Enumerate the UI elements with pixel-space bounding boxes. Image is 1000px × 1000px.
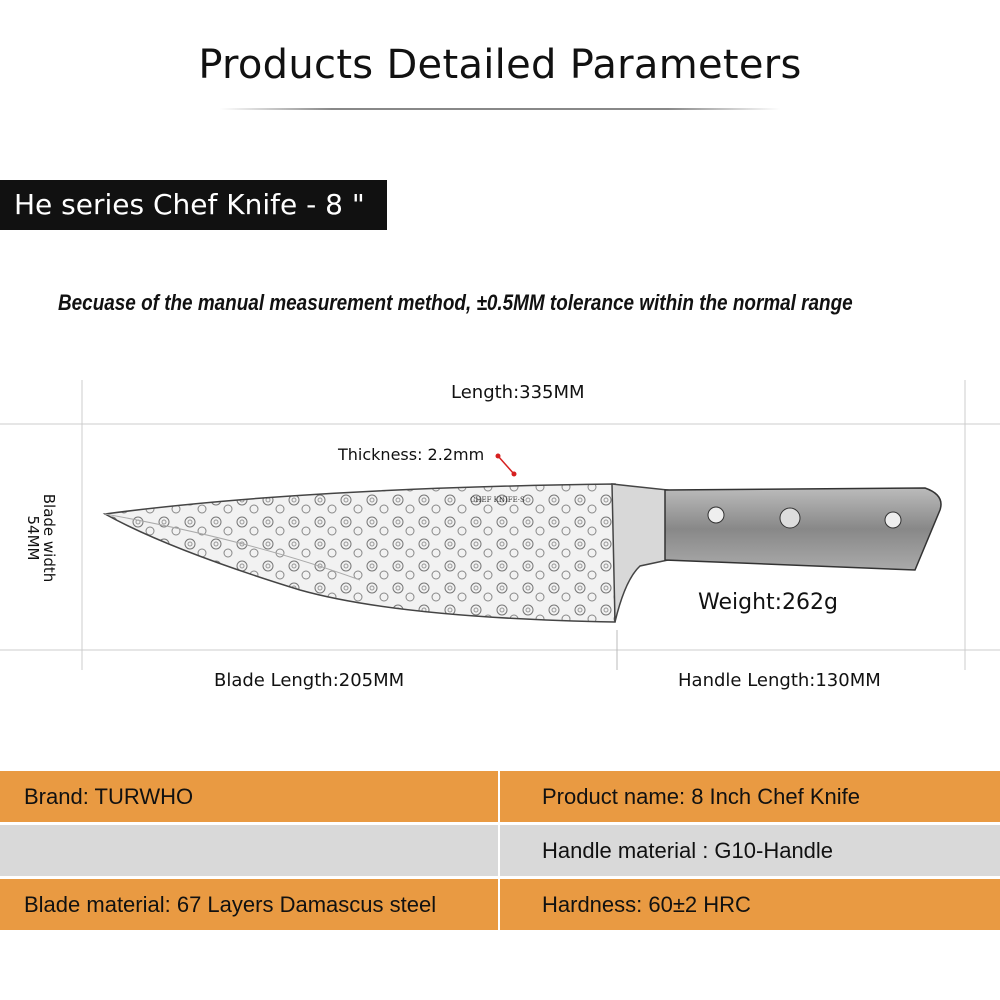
thickness-label: Thickness: 2.2mm — [338, 445, 485, 464]
blade-length-label: Blade Length:205MM — [214, 670, 405, 691]
title-divider — [220, 108, 780, 110]
handle — [664, 487, 942, 571]
spec-row: Handle material : G10-Handle — [0, 825, 1000, 876]
weight-label: Weight:262g — [698, 590, 839, 615]
rivet — [707, 506, 725, 524]
spec-row: Brand: TURWHO Product name: 8 Inch Chef … — [0, 771, 1000, 822]
page-title: Products Detailed Parameters — [198, 42, 802, 88]
handle-length-label: Handle Length:130MM — [678, 670, 881, 691]
blade — [102, 483, 616, 623]
spec-blade-material: Blade material: 67 Layers Damascus steel — [0, 879, 498, 930]
spec-empty — [0, 825, 498, 876]
spec-hardness: Hardness: 60±2 HRC — [500, 879, 1000, 930]
spec-product-name: Product name: 8 Inch Chef Knife — [500, 771, 1000, 822]
spec-row: Blade material: 67 Layers Damascus steel… — [0, 879, 1000, 930]
thickness-marker — [495, 453, 501, 459]
knife-logo: CHEF KNIFE·S — [470, 496, 525, 504]
length-label: Length:335MM — [451, 382, 585, 403]
spec-brand: Brand: TURWHO — [0, 771, 498, 822]
spec-handle-material: Handle material : G10-Handle — [500, 825, 1000, 876]
bolster — [611, 483, 669, 623]
spec-table: Brand: TURWHO Product name: 8 Inch Chef … — [0, 771, 1000, 933]
mosaic-rivet — [779, 507, 801, 529]
tolerance-note: Becuase of the manual measurement method… — [58, 290, 853, 315]
knife-diagram: CHEF KNIFE·S — [0, 380, 1000, 670]
rivet — [884, 511, 902, 529]
blade-width-label: Blade width 54MM — [24, 493, 58, 583]
series-banner: He series Chef Knife - 8 " — [0, 180, 387, 230]
